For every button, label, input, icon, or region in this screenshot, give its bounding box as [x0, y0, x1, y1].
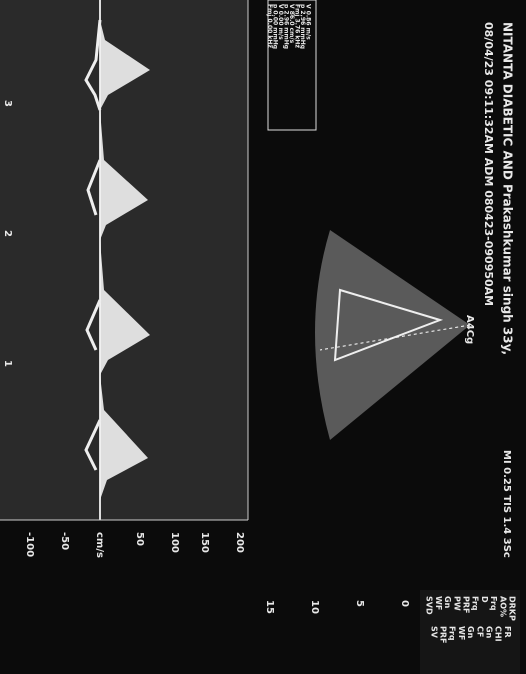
time-mark: 3: [2, 100, 13, 107]
measurement: V 0.00 m/s: [277, 4, 284, 40]
doppler-scale-label: -50: [59, 532, 70, 550]
setting-label: DRKP: [508, 596, 517, 621]
acoustic-info: MI 0.25 TIS 1.4 3Sc: [501, 450, 512, 558]
setting-label: WF: [434, 596, 443, 610]
measurement: V 86.0 cm/s: [288, 4, 295, 44]
measurement: p 2.96 mmHg: [299, 4, 306, 49]
doppler-scale-label: 50: [134, 532, 145, 546]
doppler-scale-label: 150: [199, 532, 210, 553]
depth-label: 15: [264, 600, 275, 614]
setting-label: Gn: [466, 626, 475, 639]
cursor-line: [319, 324, 471, 351]
setting-label: Frq: [448, 626, 457, 641]
setting-label: Gn: [485, 626, 494, 639]
setting-label: WF: [457, 626, 466, 640]
depth-label: 0: [399, 600, 410, 607]
spectral-waveform: [100, 20, 150, 500]
setting-label: SVD: [425, 596, 434, 615]
setting-label: CHI: [494, 626, 503, 642]
doppler-scale-label: 200: [234, 532, 245, 553]
doppler-scale-label: 100: [169, 532, 180, 553]
setting-label: SV: [429, 626, 438, 639]
measurement: p 0.00 mmHg: [272, 4, 279, 49]
header-line1: NITANTA DIABETIC AND Prakashkumar singh …: [501, 22, 515, 355]
setting-label: FR: [503, 626, 512, 638]
setting-label: D: [480, 596, 489, 603]
settings-panel: [420, 590, 520, 674]
echo-sector: [315, 230, 470, 440]
doppler-unit: cm/s: [94, 532, 105, 558]
reverse-flow: [84, 19, 102, 471]
depth-label: 5: [354, 600, 365, 607]
measurement: Fmj 3.76 kHz: [294, 4, 301, 48]
color-box: [333, 288, 444, 362]
time-mark: 1: [2, 360, 13, 367]
setting-label: Gn: [443, 596, 452, 609]
doppler-scale-label: -100: [24, 532, 35, 557]
measurement: V 0.86 m/s: [305, 4, 312, 40]
measurement: Fmj 0.00 kHz: [266, 4, 273, 48]
header-line2: 08/04/23 09:11:32AM ADM 080423-090950AM: [482, 22, 495, 306]
setting-label: Frq: [489, 596, 498, 611]
setting-label: AO%: [498, 596, 507, 617]
depth-label: 10: [309, 600, 320, 614]
setting-label: Frq: [471, 596, 480, 611]
measurement-box: [267, 0, 317, 131]
setting-label: PW: [452, 596, 461, 611]
setting-label: PRF: [439, 626, 448, 644]
view-label: A4Cg: [464, 315, 475, 344]
measurement: p 2.96 mmHg: [283, 4, 290, 49]
setting-label: PRF: [462, 596, 471, 614]
time-mark: 2: [2, 230, 13, 237]
setting-label: CF: [475, 626, 484, 637]
